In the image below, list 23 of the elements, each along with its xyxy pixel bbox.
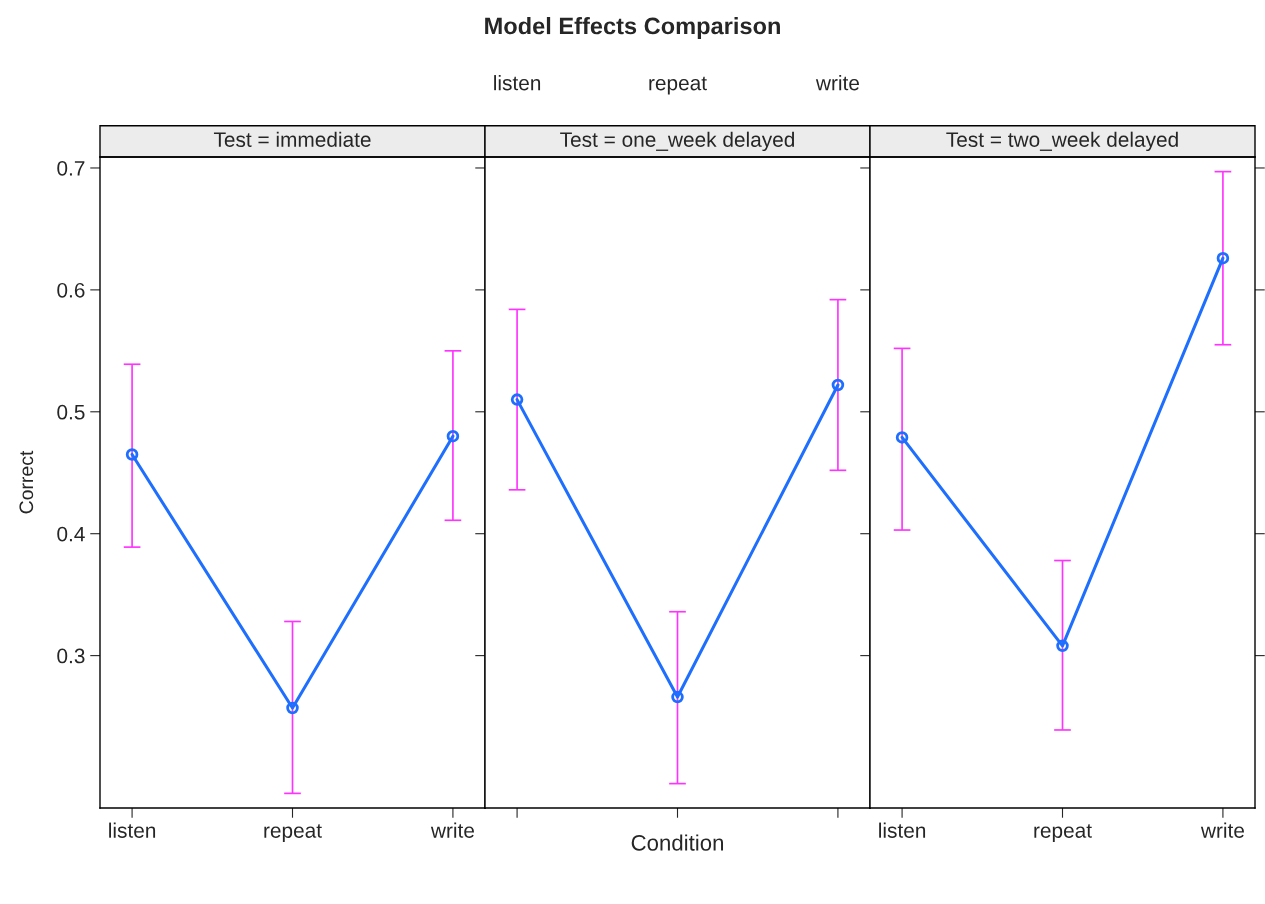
x-tick-label: repeat [1034, 824, 1092, 842]
chart-subtitle: Test = one_week delayed [560, 131, 795, 152]
x-tick-label: write [815, 75, 859, 91]
x-tick-label: write [430, 822, 474, 838]
x-tick-label: write [1200, 822, 1244, 838]
x-tick-label: repeat [264, 824, 322, 842]
chart-subtitle: Test = immediate [213, 131, 371, 147]
point [446, 429, 460, 443]
x-axis-title: Condition [631, 834, 724, 851]
y-tick-label: 0.5 [57, 404, 85, 420]
x-tick-label: repeat [649, 76, 707, 95]
chart-subtitle: Test = two_week delayed [946, 131, 1178, 152]
x-tick-label: listen [109, 822, 156, 838]
y-tick-label: 0.4 [57, 526, 85, 542]
point [286, 701, 299, 715]
y-axis-title: Correct [19, 450, 34, 514]
x-tick-label: listen [879, 822, 926, 838]
y-tick-label: 0.3 [57, 648, 85, 664]
point [125, 448, 139, 461]
y-tick-label: 0.7 [57, 160, 85, 176]
x-tick-label: listen [494, 75, 541, 91]
y-tick-label: 0.6 [57, 282, 85, 298]
chart-title: Model Effects Comparison [485, 17, 780, 39]
